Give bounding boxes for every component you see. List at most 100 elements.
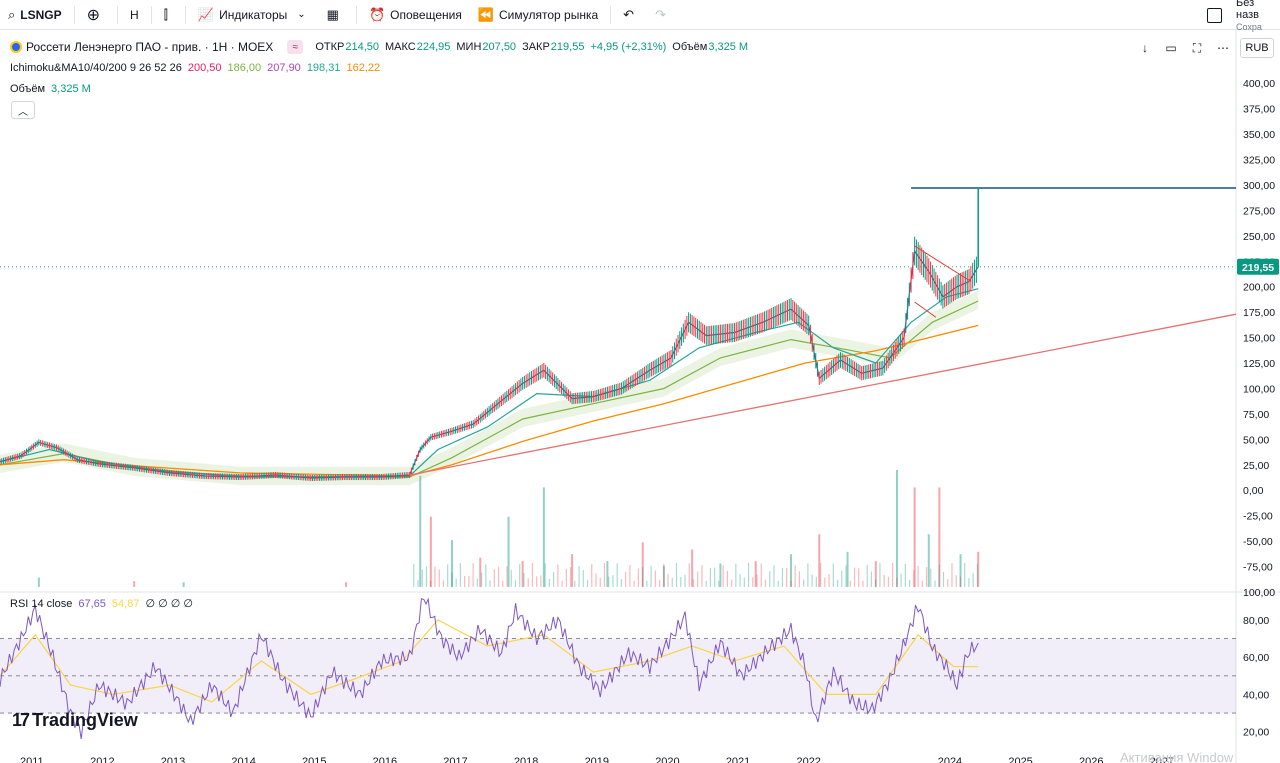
volume-bar bbox=[968, 578, 970, 587]
volume-bar bbox=[824, 577, 826, 587]
rsi-name[interactable]: RSI 14 close bbox=[10, 597, 73, 610]
layout-name-block[interactable]: Без назв Сохра bbox=[1236, 0, 1280, 33]
volume-bar bbox=[133, 581, 136, 587]
volume-bar bbox=[794, 565, 796, 587]
brand-name: TradingView bbox=[32, 710, 138, 730]
open-value: 214,50 bbox=[345, 41, 379, 53]
chart-canvas[interactable]: 400,00 375,00 350,00 325,00 300,00 275,00 250,… bbox=[0, 30, 1280, 763]
chart-type-button[interactable]: ⫿ bbox=[156, 0, 181, 30]
price-tick-label: 100,00 bbox=[1243, 383, 1275, 395]
volume-bar bbox=[464, 576, 466, 587]
volume-bar bbox=[904, 563, 906, 587]
volume-bar bbox=[451, 572, 453, 587]
volume-bar bbox=[947, 579, 949, 587]
main-legend: Россети Ленэнерго ПАО - прив. · 1Н · MOE… bbox=[10, 40, 754, 54]
volume-bar bbox=[862, 580, 864, 587]
price-tick-label: -25,00 bbox=[1243, 511, 1273, 523]
ind-value-4: 162,22 bbox=[346, 62, 381, 74]
indicator-name[interactable]: Ichimoku&MA10/40/200 9 26 52 26 bbox=[10, 62, 182, 74]
low-value: 207,50 bbox=[482, 41, 517, 53]
volume-bar bbox=[480, 572, 483, 587]
volume-bar bbox=[455, 578, 457, 587]
volume-bar bbox=[731, 579, 733, 587]
layout-checkbox[interactable] bbox=[1207, 7, 1222, 23]
redo-button[interactable]: ↷ bbox=[647, 0, 679, 30]
price-tick-label: 50,00 bbox=[1243, 434, 1269, 446]
volume-bar bbox=[557, 564, 559, 587]
rsi-legend: RSI 14 close 67,65 54,87 ∅ ∅ ∅ ∅ bbox=[10, 597, 199, 611]
indicators-icon: 📈 bbox=[197, 6, 215, 22]
layout-area: Без назв Сохра bbox=[1207, 0, 1280, 33]
currency-button[interactable]: RUB bbox=[1240, 38, 1274, 58]
volume-bar bbox=[781, 567, 784, 587]
volume-bar bbox=[561, 580, 563, 587]
volume-bar bbox=[846, 551, 849, 587]
rsi-line bbox=[0, 597, 979, 740]
volume-bar bbox=[650, 565, 652, 587]
time-tick-label: 2016 bbox=[373, 756, 397, 763]
rsi-tick-label: 60,00 bbox=[1243, 652, 1269, 664]
ind-value-0: 200,50 bbox=[187, 62, 222, 74]
volume-bar bbox=[722, 565, 724, 587]
compare-button[interactable]: ⊕ bbox=[79, 0, 113, 30]
collapse-pane-icon[interactable]: ▭ bbox=[1165, 41, 1177, 55]
volume-bar bbox=[527, 578, 529, 587]
price-tick-label: -50,00 bbox=[1243, 536, 1273, 548]
low-label: МИН bbox=[456, 41, 482, 53]
collapse-legend-button[interactable]: ︿ bbox=[11, 101, 35, 119]
volume-bar bbox=[182, 582, 185, 587]
tradingview-logo[interactable]: 17 TradingView bbox=[12, 710, 138, 731]
volume-bar bbox=[874, 561, 877, 587]
volume-bar bbox=[540, 575, 542, 587]
volume-bar bbox=[913, 570, 915, 587]
volume-bar bbox=[413, 564, 415, 587]
interval-button[interactable]: Н bbox=[122, 0, 147, 30]
cloud-area bbox=[0, 290, 979, 486]
volume-bar bbox=[849, 580, 851, 587]
ichimoku-badge-icon[interactable]: ≈ bbox=[287, 40, 304, 54]
replay-button[interactable]: ⏪ Симулятор рынка bbox=[470, 0, 606, 30]
time-tick-label: 2024 bbox=[938, 756, 962, 763]
volume-bar bbox=[646, 580, 648, 587]
vol-label[interactable]: Объём bbox=[10, 83, 46, 95]
volume-bar bbox=[692, 579, 695, 587]
layout-status: Сохра bbox=[1236, 22, 1262, 32]
vol-value: 3,325 M bbox=[51, 83, 91, 95]
volume-bar bbox=[934, 580, 936, 587]
alerts-button[interactable]: ⏰ Оповещения bbox=[361, 0, 470, 30]
volume-bar bbox=[510, 569, 512, 587]
volume-bar bbox=[425, 566, 428, 587]
volume-bar bbox=[688, 563, 690, 587]
templates-button[interactable]: ▦ bbox=[319, 0, 352, 30]
arrow-down-icon[interactable]: ↓ bbox=[1142, 41, 1148, 55]
volume-bar bbox=[542, 487, 545, 587]
rsi-ma-line bbox=[0, 619, 979, 703]
volume-bar bbox=[790, 580, 792, 587]
volume-bar bbox=[571, 554, 574, 587]
volume-bar bbox=[754, 561, 757, 587]
price-axis[interactable]: 400,00 375,00 350,00 325,00 300,00 275,00 250,… bbox=[1237, 78, 1279, 739]
symbol-title[interactable]: Россети Ленэнерго ПАО - прив. · 1Н · MOE… bbox=[26, 40, 274, 54]
volume-bar bbox=[769, 571, 771, 587]
undo-button[interactable]: ↶ bbox=[615, 0, 647, 30]
volume-bar bbox=[930, 568, 932, 587]
volume-bar bbox=[451, 540, 454, 587]
volume-bar bbox=[743, 577, 745, 587]
symbol-search[interactable]: ⌕ LSNGP bbox=[0, 0, 70, 30]
volume-bar bbox=[37, 577, 40, 587]
time-tick-label: 2027 bbox=[1150, 756, 1174, 763]
indicators-button[interactable]: 📈 Индикаторы ⌄ bbox=[190, 0, 319, 30]
volume-bar bbox=[430, 580, 432, 587]
maximize-pane-icon[interactable]: ⛶ bbox=[1192, 40, 1202, 55]
more-icon[interactable]: ⋯ bbox=[1217, 41, 1229, 55]
volume-bar bbox=[536, 576, 538, 587]
volume-bar bbox=[959, 554, 962, 587]
volume-bar bbox=[908, 579, 911, 587]
volume-bar bbox=[841, 570, 843, 587]
time-axis[interactable]: 2011 2012 2013 2014 2015 2016 2017 2018 2019 2020… bbox=[20, 756, 1174, 763]
volume-bar bbox=[803, 579, 805, 587]
price-tick-label: 300,00 bbox=[1243, 180, 1275, 192]
search-icon: ⌕ bbox=[8, 6, 16, 22]
volume-bar bbox=[479, 557, 482, 587]
volume-bar bbox=[582, 570, 584, 587]
